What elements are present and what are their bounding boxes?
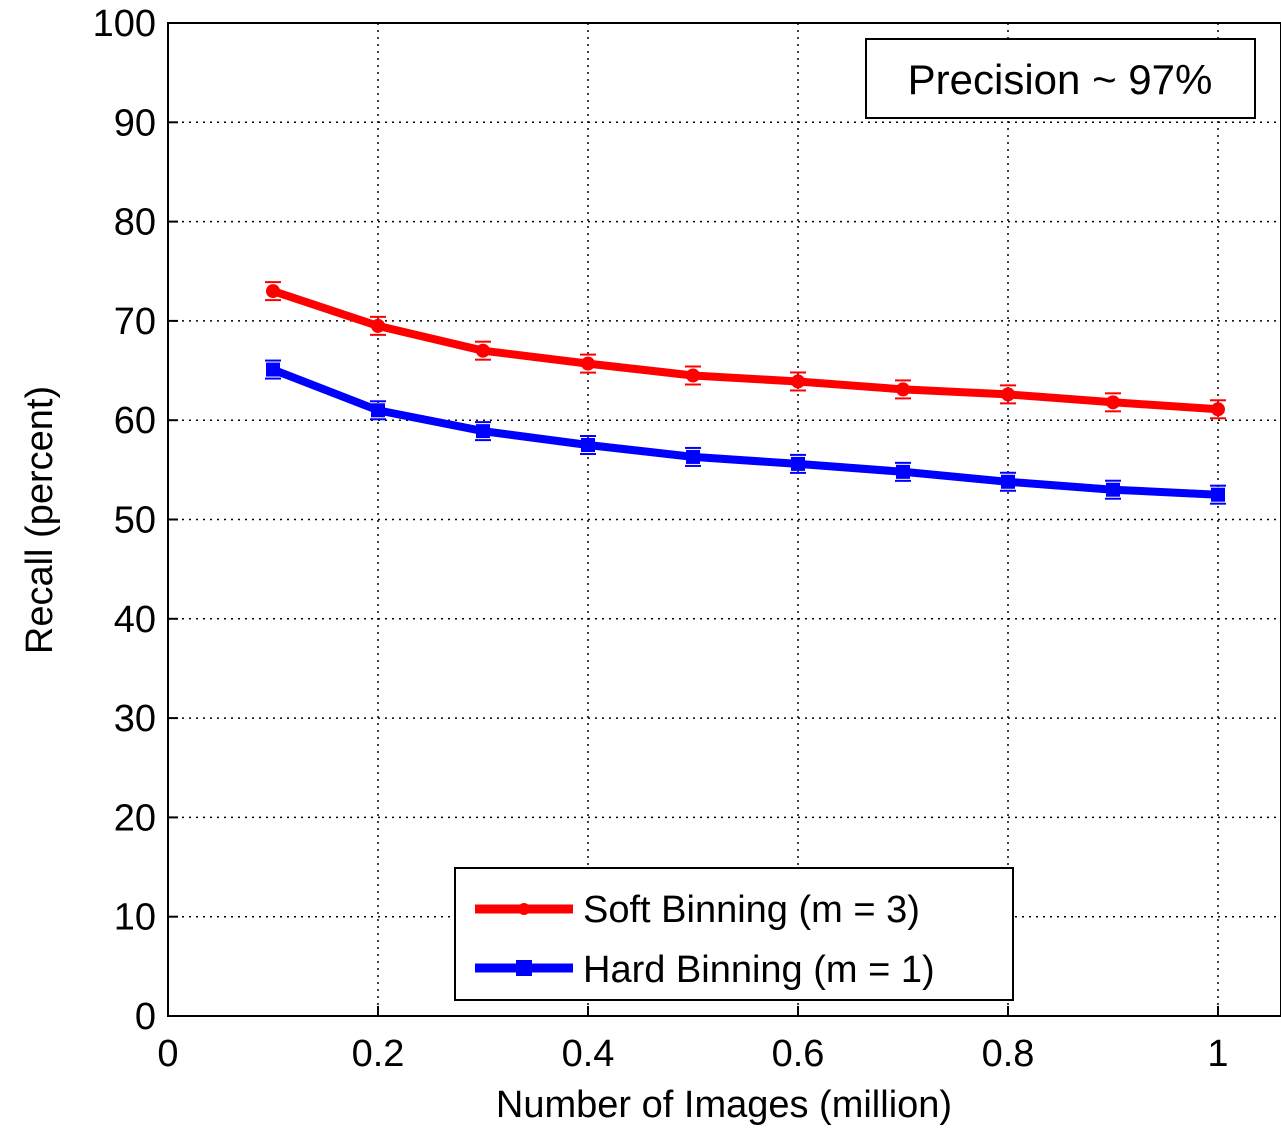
legend-frame	[454, 867, 1014, 1001]
x-tick-label: 0.4	[562, 1033, 615, 1075]
data-point	[370, 400, 386, 421]
data-point	[790, 371, 806, 392]
data-point	[580, 353, 596, 374]
data-point	[895, 461, 911, 482]
y-tick-label: 80	[114, 202, 156, 244]
tick-labels: 0 10 20 30 40 50 60 70 80 90 100 0 0.2 0.4 0.6 0.8 1	[93, 3, 1229, 1075]
data-point	[370, 315, 386, 336]
legend: Soft Binning (m = 3) Hard Binning (m = 1…	[454, 867, 1014, 1001]
y-tick-label: 50	[114, 500, 156, 542]
y-tick-label: 20	[114, 797, 156, 839]
data-point	[265, 359, 281, 380]
y-tick-label: 30	[114, 698, 156, 740]
data-point	[1210, 484, 1226, 505]
y-tick-label: 90	[114, 102, 156, 144]
data-point	[265, 281, 281, 302]
axis-ticks	[167, 22, 1219, 1017]
data-point	[475, 340, 491, 361]
plot-series	[265, 281, 1226, 505]
grid-lines	[168, 23, 1281, 1016]
legend-marker-soft-binning	[518, 903, 530, 915]
y-axis-label: Recall (percent)	[19, 386, 61, 654]
x-axis-label: Number of Images (million)	[496, 1084, 952, 1126]
x-tick-label: 0.6	[772, 1033, 825, 1075]
annotation-text: Precision ~ 97%	[908, 56, 1213, 103]
annotation-box: Precision ~ 97%	[865, 38, 1256, 119]
y-tick-label: 40	[114, 599, 156, 641]
data-point	[580, 435, 596, 456]
data-point	[790, 453, 806, 474]
x-tick-label: 0	[157, 1033, 178, 1075]
y-tick-label: 0	[135, 996, 156, 1038]
data-point	[685, 446, 701, 467]
annotation-frame	[865, 38, 1256, 119]
data-point	[475, 421, 491, 442]
y-tick-label: 70	[114, 301, 156, 343]
legend-label-hard-binning: Hard Binning (m = 1)	[583, 949, 935, 991]
y-tick-label: 100	[93, 3, 156, 45]
data-point	[685, 365, 701, 386]
x-tick-label: 0.8	[982, 1033, 1035, 1075]
y-tick-label: 10	[114, 897, 156, 939]
x-tick-label: 0.2	[352, 1033, 405, 1075]
data-point	[895, 379, 911, 400]
data-point	[1105, 392, 1121, 413]
series-line-soft-binning	[269, 287, 1222, 414]
data-point	[1105, 479, 1121, 500]
data-point	[1000, 471, 1016, 492]
data-point	[1210, 399, 1226, 420]
series-line-hard-binning	[269, 365, 1222, 499]
data-point	[1000, 384, 1016, 405]
legend-marker-hard-binning	[516, 960, 532, 976]
legend-label-soft-binning: Soft Binning (m = 3)	[583, 889, 920, 931]
x-tick-label: 1	[1207, 1033, 1228, 1075]
y-tick-label: 60	[114, 400, 156, 442]
